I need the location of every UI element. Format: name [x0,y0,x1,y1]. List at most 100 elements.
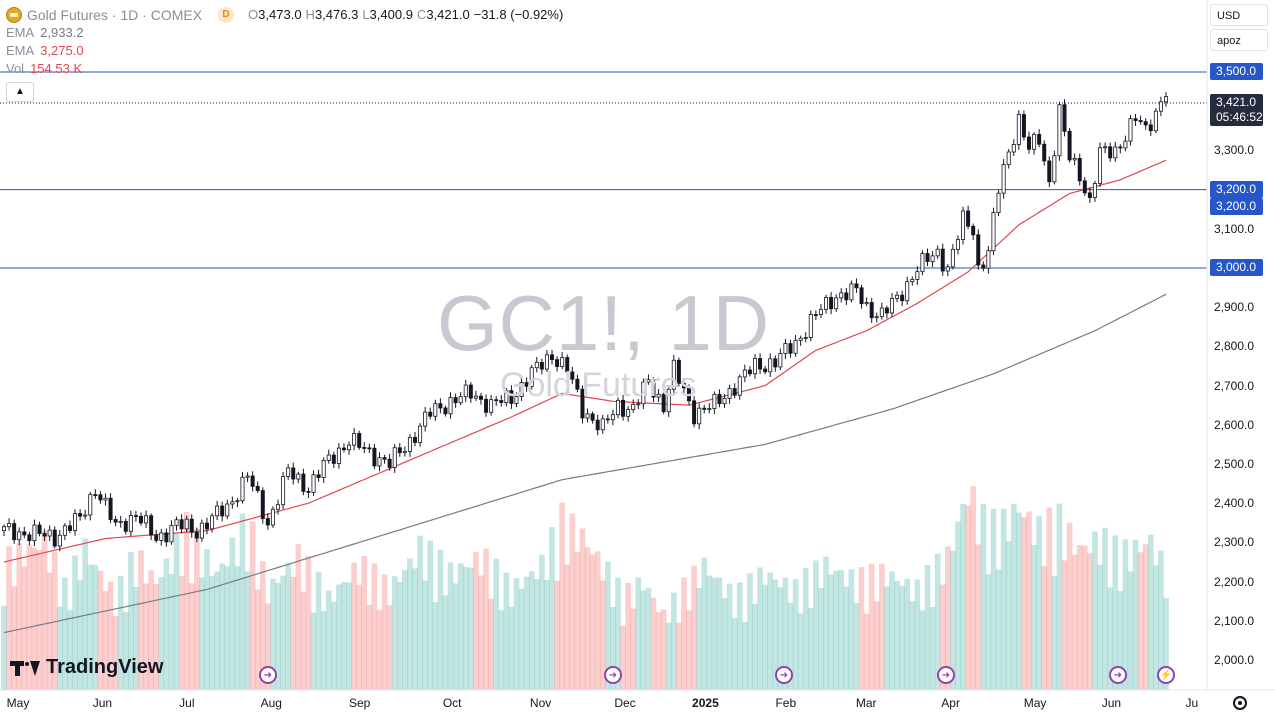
volume-row[interactable]: Vol 154.53 K [6,60,567,78]
ema-slow-value: 2,933.2 [40,25,84,40]
level-label-3200: 3,200.0 [1210,181,1263,198]
candle-body [1032,134,1037,150]
candle-body [915,271,920,280]
volume-bar [990,508,997,690]
volume-bar [310,612,317,690]
volume-bar [848,569,855,690]
y-tick-label: 2,400.0 [1214,496,1255,511]
interval-badge[interactable]: D [218,7,235,23]
economic-event-icon[interactable]: ➜ [1109,666,1127,684]
scale-mode-selector[interactable]: apoz [1210,29,1268,51]
ema-slow-row[interactable]: EMA 2,933.2 [6,24,567,42]
volume-bar [1010,503,1017,690]
x-tick-label: Aug [260,696,282,710]
candle-body [565,357,570,373]
volume-bar [325,590,332,690]
ohlc-close-value: 3,421.0 [426,7,470,22]
volume-bar [1041,566,1048,690]
volume-bar [792,579,799,690]
candle-body [245,475,250,478]
volume-bar [620,625,626,690]
volume-bar [386,605,393,690]
volume-bar [300,591,307,690]
economic-event-icon[interactable]: ➜ [937,666,955,684]
candle-body [595,419,600,431]
candle-body [737,376,742,396]
candle-body [1138,120,1143,123]
volume-bar [356,584,363,690]
economic-event-icon[interactable]: ➜ [604,666,622,684]
volume-bar [183,512,190,690]
candle-body [610,414,615,421]
candle-body [570,371,575,380]
last-price-label: 3,421.0 [1210,94,1263,111]
economic-event-icon[interactable]: ➜ [775,666,793,684]
candle-body [722,397,727,405]
volume-series [1,486,1169,690]
volume-bar [488,598,494,690]
volume-bar [1061,560,1068,690]
volume-bar [107,581,114,690]
lightning-event-icon[interactable]: ⚡ [1157,666,1175,684]
volume-bar [909,601,916,690]
candle-body [347,444,352,451]
level-label-3200-second: 3,200.0 [1210,198,1263,215]
candle-body [27,534,32,541]
volume-bar [650,597,657,690]
candle-body [240,476,245,502]
candle-body [489,399,494,413]
volume-bar [239,513,246,690]
candle-body [62,525,67,536]
y-tick-label: 2,600.0 [1214,417,1255,432]
candle-body [88,494,93,516]
candle-body [539,361,544,370]
candle-body [438,403,443,409]
x-tick-label: Ju [1185,696,1199,710]
candle-body [367,447,372,450]
volume-bar [214,571,220,690]
economic-event-icon[interactable]: ➜ [259,666,277,684]
ema-fast-row[interactable]: EMA 3,275.0 [6,42,567,60]
volume-bar [396,581,403,690]
x-tick-label: Dec [614,696,636,710]
volume-bar [970,486,977,690]
volume-bar [731,618,738,690]
candle-body [1148,124,1153,132]
volume-bar [889,571,895,690]
ohlc-high-value: 3,476.3 [314,7,359,22]
currency-selector[interactable]: USD [1210,4,1268,26]
candle-body [93,494,98,497]
candle-body [407,436,412,452]
volume-bar [178,575,185,690]
candle-body [829,297,834,310]
volume-bar [599,580,606,690]
candle-body [747,369,752,375]
volume-bar [924,565,931,690]
ohlc-high-key: H [305,7,315,22]
volume-bar [483,548,489,690]
volume-bar [92,564,99,690]
volume-bar [82,538,89,690]
candle-body [494,399,499,402]
volume-bar [330,601,337,690]
candle-body [798,337,803,341]
candle-body [215,505,220,517]
candle-body [413,436,418,443]
volume-bar [610,607,616,690]
candle-body [78,513,83,517]
volume-bar [67,610,73,690]
candle-body [524,382,529,387]
ema-series [3,159,1167,634]
volume-bar [366,604,373,690]
tradingview-logo[interactable]: TradingView [10,656,163,679]
volume-bar [584,547,591,690]
candle-body [98,494,103,501]
candle-body [961,210,966,240]
candle-body [519,382,524,397]
candle-body [991,212,996,252]
collapse-legend-button[interactable]: ▲ [6,82,34,102]
candle-body [631,403,636,410]
chart-settings-gear-icon[interactable] [1233,696,1247,710]
symbol-title[interactable]: Gold Futures · 1D · COMEX [27,7,203,23]
